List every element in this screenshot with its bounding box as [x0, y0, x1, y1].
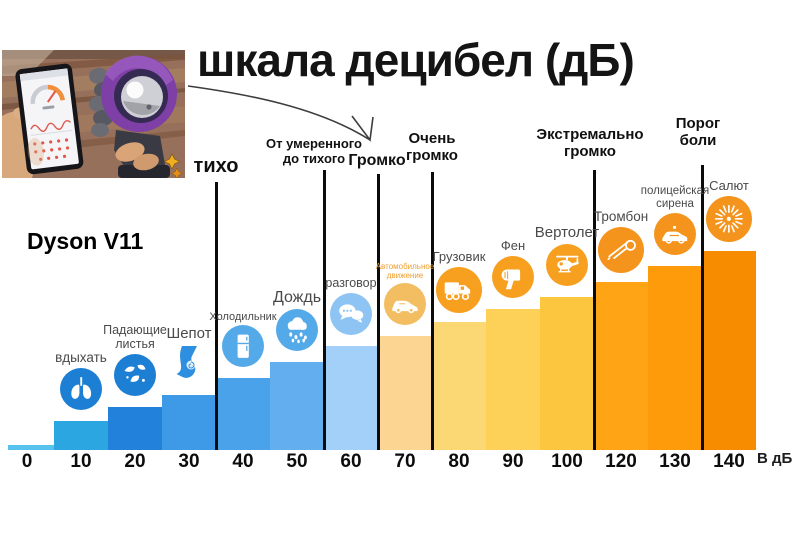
bar-label-10db: вдыхать — [55, 350, 107, 365]
helicopter-icon — [546, 244, 588, 286]
axis-unit-label: В дБ — [757, 450, 793, 467]
zone-line-2 — [322, 170, 326, 450]
bar-label-30db: Шепот — [166, 325, 212, 342]
axis-tick-130: 130 — [659, 451, 691, 472]
bar-label-50db: Дождь — [272, 289, 322, 306]
smartphone — [15, 63, 84, 175]
bar-50db — [270, 362, 324, 450]
bar-10db — [54, 421, 108, 450]
bar-label-40db: Холодильник — [209, 311, 277, 323]
zone-label-1: тихо — [193, 155, 239, 177]
product-label: Dyson V11 — [27, 228, 144, 254]
truck-icon — [436, 267, 482, 313]
trombone-icon — [598, 227, 644, 273]
axis-tick-90: 90 — [502, 451, 524, 472]
axis-tick-140: 140 — [713, 451, 745, 472]
whisper-icon — [174, 345, 204, 389]
hair-dryer-icon — [492, 256, 534, 298]
trigger-hand — [115, 142, 145, 162]
axis-tick-30: 30 — [178, 451, 200, 472]
axis-tick-20: 20 — [124, 451, 146, 472]
page-title: шкала децибел (дБ) — [197, 34, 635, 86]
bar-label-80db: Грузовик — [432, 249, 486, 264]
zone-line-1 — [214, 182, 218, 450]
police-siren-icon — [654, 213, 696, 255]
axis-tick-120: 120 — [605, 451, 637, 472]
dyson-photo-graphic — [2, 50, 185, 180]
zone-line-4 — [430, 172, 434, 450]
noise-chart-line — [30, 120, 71, 132]
bar-label-20db: Падающие листья — [103, 323, 167, 351]
zone-line-6 — [700, 165, 704, 450]
axis-tick-60: 60 — [340, 451, 362, 472]
bar-label-60db: разговор — [325, 276, 377, 290]
bar-90db — [486, 309, 540, 450]
rain-cloud-icon — [276, 309, 318, 351]
lungs-icon — [60, 368, 102, 410]
bar-label-70db: Автомобильное движение — [375, 262, 435, 280]
zone-label-2: От умеренного до тихого — [266, 136, 362, 166]
conversation-icon — [330, 293, 372, 335]
axis-tick-80: 80 — [448, 451, 470, 472]
bar-20db — [108, 407, 162, 450]
bar-0db — [8, 445, 54, 450]
zone-line-3 — [376, 174, 380, 450]
bar-130db — [648, 266, 702, 450]
zone-line-5 — [592, 170, 596, 450]
bar-80db — [432, 322, 486, 450]
bar-label-90db: Фен — [500, 238, 526, 253]
bar-100db — [540, 297, 594, 450]
zone-label-3: Громко — [348, 152, 406, 169]
bar-30db — [162, 395, 216, 450]
bar-label-100db: Вертолет — [534, 224, 600, 241]
bar-120db — [594, 282, 648, 450]
axis-tick-10: 10 — [70, 451, 92, 472]
zone-label-6: Порог боли — [675, 115, 721, 149]
fireworks-icon — [706, 196, 752, 242]
refrigerator-icon — [222, 325, 264, 367]
bar-40db — [216, 378, 270, 450]
product-photo — [2, 50, 185, 180]
axis-tick-40: 40 — [232, 451, 254, 472]
axis-tick-50: 50 — [286, 451, 308, 472]
axis-tick-100: 100 — [551, 451, 583, 472]
bar-140db — [702, 251, 756, 450]
zone-label-4: Очень громко — [406, 130, 458, 164]
bar-label-120db: Тромбон — [593, 209, 649, 224]
annotation-arrow-icon — [187, 85, 374, 143]
axis-tick-70: 70 — [394, 451, 416, 472]
dyson-vacuum — [89, 55, 177, 178]
bar-label-130db: полицейская сирена — [640, 185, 710, 210]
bar-60db — [324, 346, 378, 450]
zone-label-5: Экстремально громко — [536, 126, 644, 160]
bar-70db — [378, 336, 432, 450]
bar-label-140db: Салют — [709, 178, 749, 193]
axis-tick-0: 0 — [21, 451, 33, 472]
car-traffic-icon — [384, 283, 426, 325]
falling-leaves-icon — [114, 354, 156, 396]
